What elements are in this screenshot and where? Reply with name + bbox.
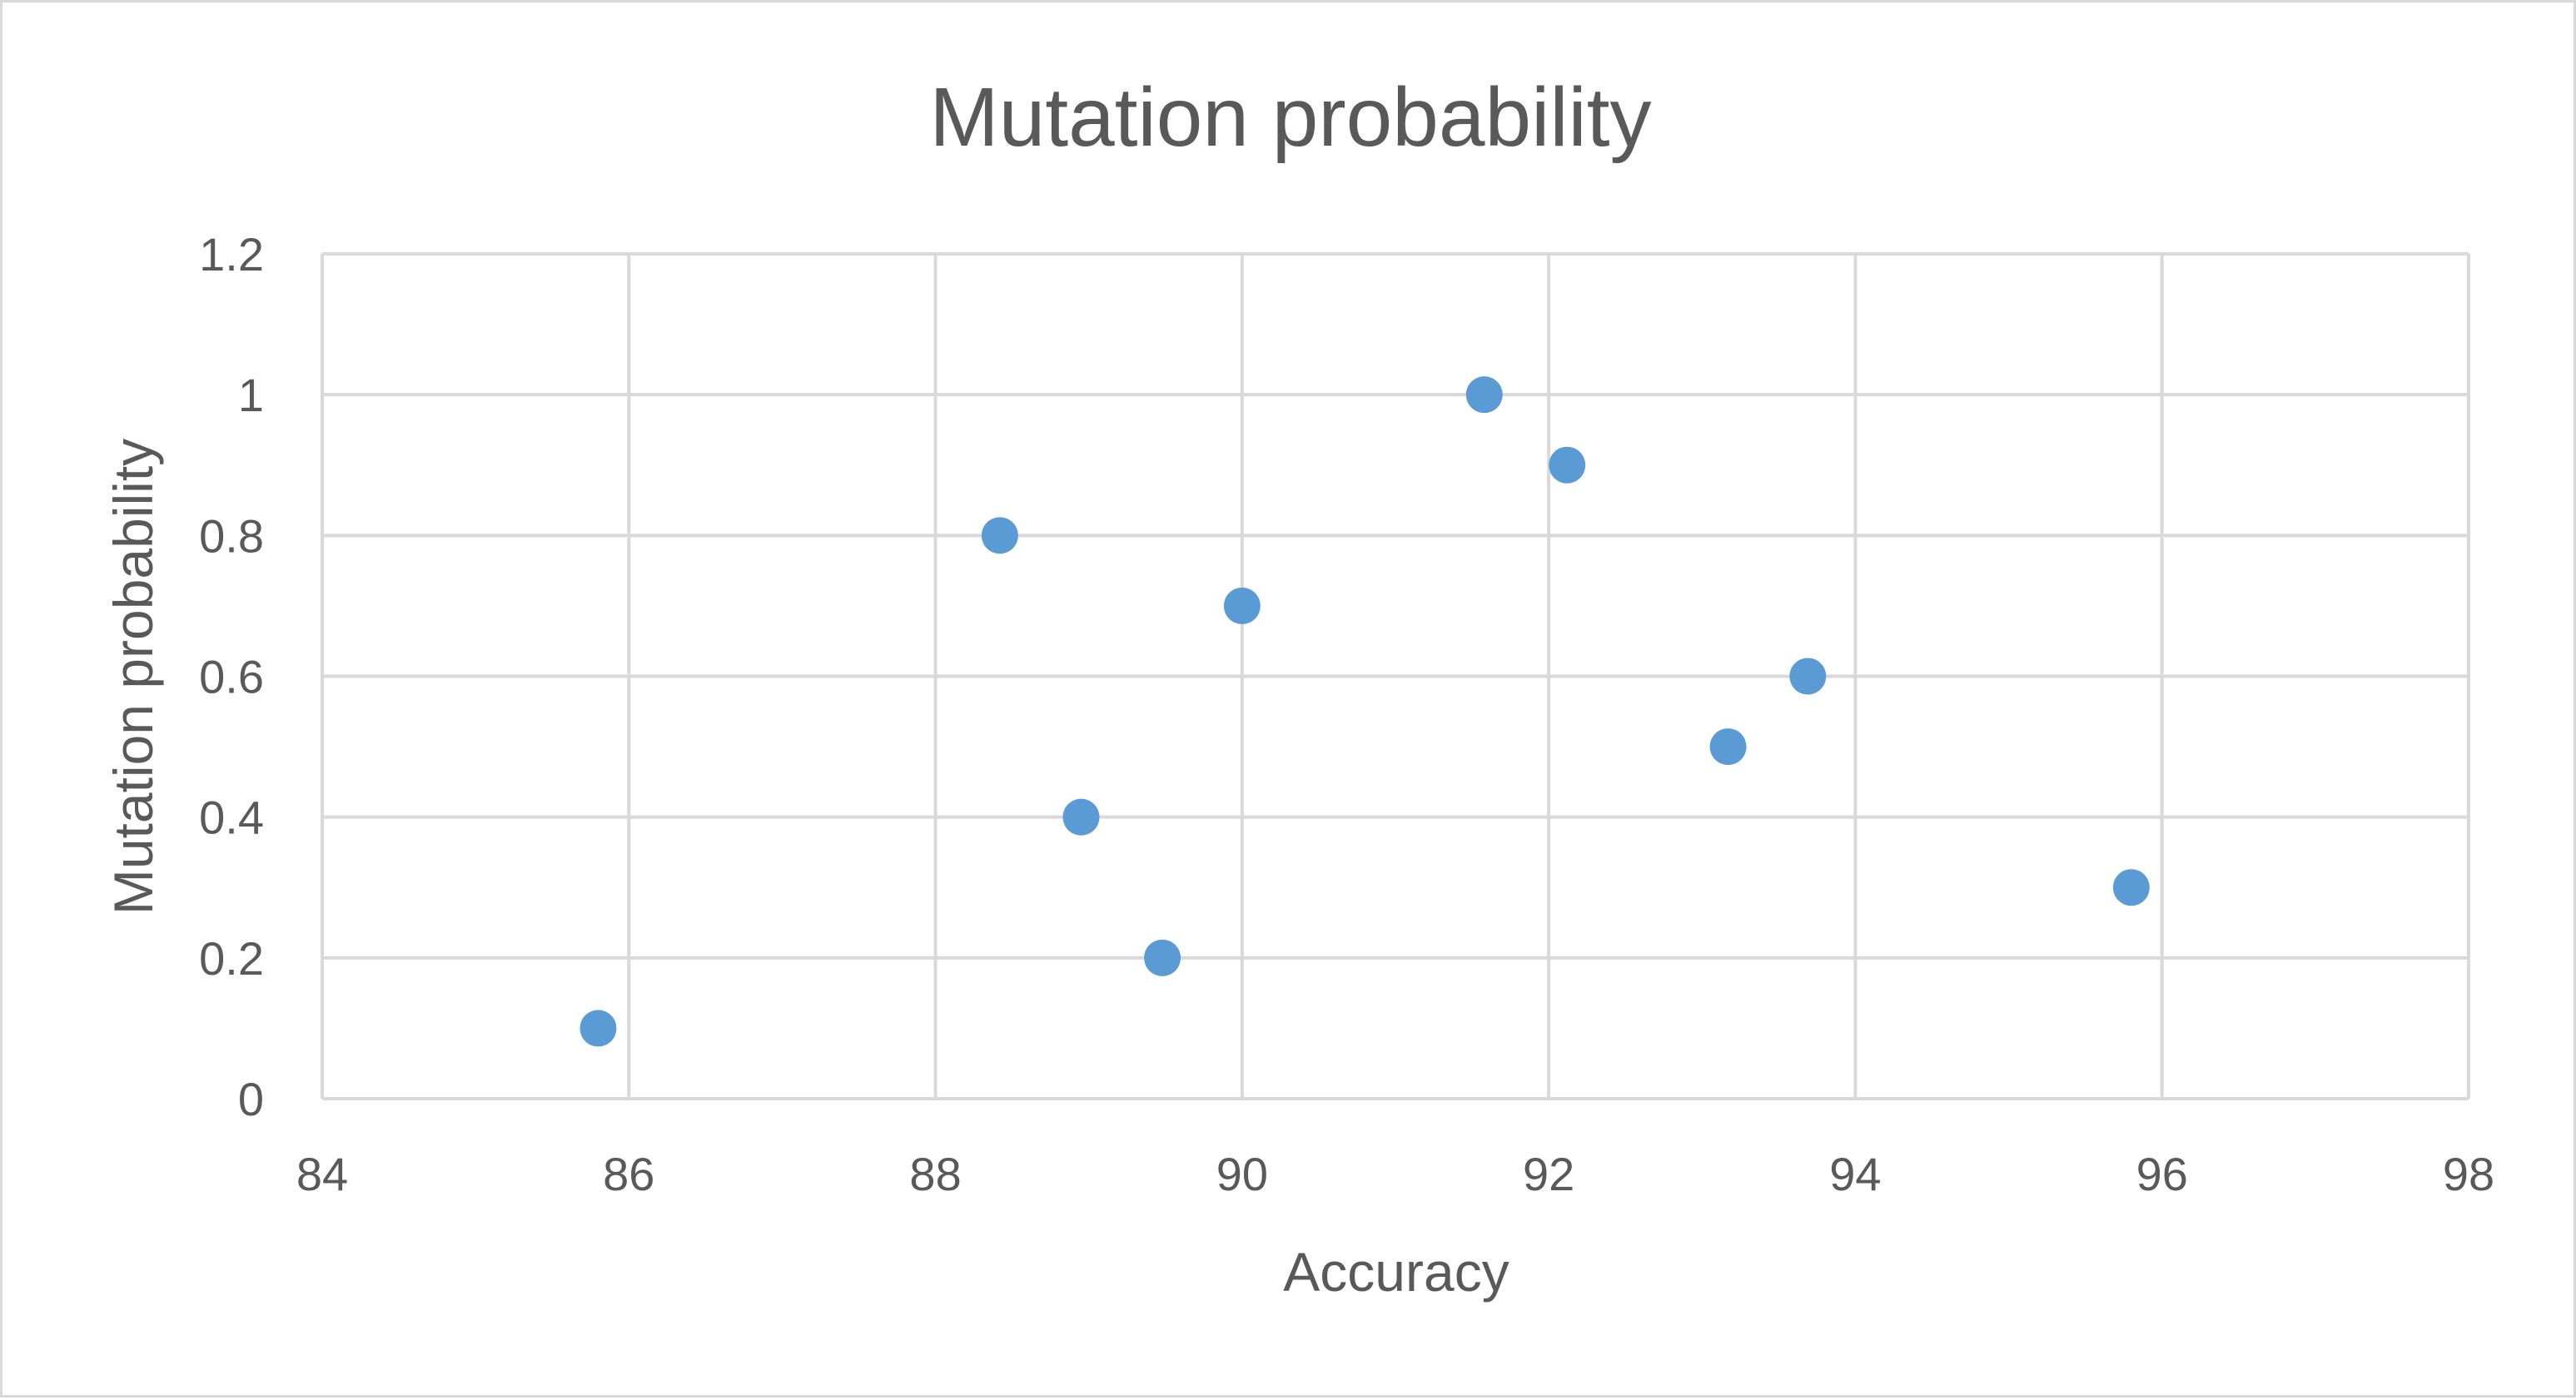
x-tick-label: 92	[1523, 1148, 1574, 1200]
data-point	[1789, 658, 1827, 695]
data-point	[579, 1010, 617, 1047]
x-tick-label: 98	[2443, 1148, 2494, 1200]
x-tick-label: 96	[2136, 1148, 2188, 1200]
tick-labels: 84 86 88 90 92 94 96 98 0 0.2 0.4 0.6 0.8 1 1.2	[199, 228, 2494, 1200]
y-axis-title: Mutation probability	[102, 439, 164, 915]
data-point	[1223, 587, 1261, 624]
data-point	[981, 517, 1018, 554]
y-tick-label: 0.8	[199, 509, 264, 562]
y-tick-label: 0.2	[199, 932, 264, 985]
x-tick-label: 94	[1829, 1148, 1881, 1200]
chart-title: Mutation probability	[929, 71, 1651, 164]
data-point	[1549, 446, 1586, 484]
data-points	[579, 376, 2150, 1047]
y-tick-label: 1	[238, 369, 264, 421]
y-tick-label: 0.4	[199, 792, 264, 844]
data-point	[1709, 728, 1747, 766]
data-point	[1062, 798, 1100, 836]
data-point	[1144, 939, 1181, 976]
x-tick-label: 86	[603, 1148, 654, 1200]
grid-layer	[321, 252, 2470, 1100]
y-tick-label: 0.6	[199, 651, 264, 703]
x-tick-label: 90	[1216, 1148, 1268, 1200]
x-tick-label: 88	[909, 1148, 961, 1200]
y-tick-label: 0	[238, 1073, 264, 1125]
x-axis-title: Accuracy	[1283, 1241, 1509, 1303]
x-tick-label: 84	[296, 1148, 348, 1200]
data-point	[2112, 869, 2150, 906]
data-point	[1465, 376, 1503, 414]
y-tick-label: 1.2	[199, 228, 264, 280]
